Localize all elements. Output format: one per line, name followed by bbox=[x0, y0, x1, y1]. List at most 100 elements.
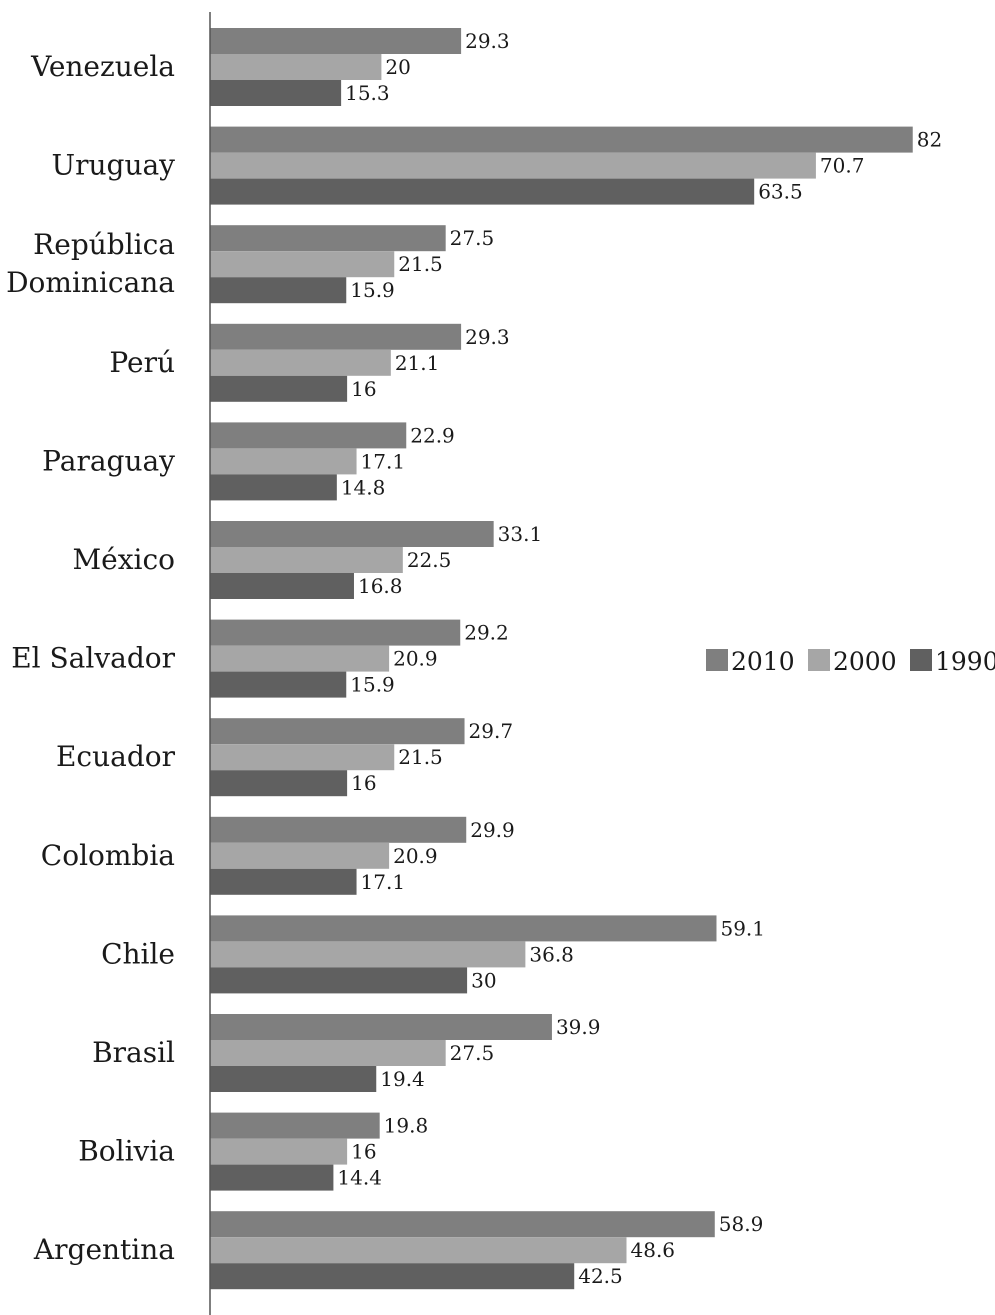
category-label-11: Bolivia bbox=[78, 1135, 175, 1168]
value-label-2000-11: 16 bbox=[351, 1140, 376, 1164]
value-label-2010-12: 58.9 bbox=[719, 1212, 764, 1236]
bar-2000-0 bbox=[210, 54, 382, 80]
value-label-2010-5: 33.1 bbox=[498, 522, 543, 546]
bar-2000-1 bbox=[210, 152, 816, 179]
value-label-2000-3: 21.1 bbox=[395, 351, 440, 375]
category-label-9: Chile bbox=[101, 937, 175, 970]
bar-2000-10 bbox=[210, 1040, 446, 1066]
bar-2010-5 bbox=[210, 521, 494, 547]
bar-1990-4 bbox=[210, 474, 337, 501]
bar-2010-10 bbox=[210, 1014, 552, 1040]
legend-swatch-2000 bbox=[808, 649, 830, 671]
value-label-2010-10: 39.9 bbox=[556, 1015, 601, 1039]
value-label-2010-6: 29.2 bbox=[464, 621, 509, 645]
bar-2000-11 bbox=[210, 1138, 348, 1165]
bar-1990-9 bbox=[210, 967, 468, 994]
value-label-2000-8: 20.9 bbox=[393, 844, 438, 868]
bar-2010-0 bbox=[210, 28, 462, 54]
value-label-2010-11: 19.8 bbox=[384, 1114, 429, 1138]
category-label-12: Argentina bbox=[33, 1233, 175, 1266]
bar-2010-12 bbox=[210, 1211, 715, 1238]
legend-label-1990: 1990 bbox=[935, 647, 995, 676]
category-label-6: El Salvador bbox=[11, 642, 175, 675]
bar-1990-6 bbox=[210, 671, 347, 698]
value-label-1990-6: 15.9 bbox=[350, 673, 395, 697]
value-labels-layer: 29.32015.38270.763.527.521.515.929.321.1… bbox=[337, 29, 942, 1288]
value-label-2000-1: 70.7 bbox=[820, 154, 865, 178]
bar-1990-2 bbox=[210, 277, 347, 304]
value-label-2000-6: 20.9 bbox=[393, 647, 438, 671]
value-label-1990-11: 14.4 bbox=[337, 1166, 382, 1190]
category-label-2: República Dominicana bbox=[6, 228, 175, 299]
legend-swatch-2010 bbox=[706, 649, 728, 671]
bar-2000-12 bbox=[210, 1237, 627, 1264]
bar-2010-9 bbox=[210, 915, 717, 942]
value-label-1990-9: 30 bbox=[471, 968, 496, 992]
value-label-1990-4: 14.8 bbox=[341, 475, 386, 499]
value-label-1990-3: 16 bbox=[351, 377, 376, 401]
value-label-2000-2: 21.5 bbox=[398, 252, 443, 276]
bar-2010-1 bbox=[210, 126, 913, 153]
bar-2010-8 bbox=[210, 816, 467, 843]
value-label-1990-8: 17.1 bbox=[361, 870, 406, 894]
bar-1990-10 bbox=[210, 1066, 377, 1092]
value-label-2010-0: 29.3 bbox=[465, 29, 510, 53]
bars-layer bbox=[210, 28, 913, 1290]
legend: 2010 2000 1990 bbox=[706, 647, 995, 676]
value-label-1990-2: 15.9 bbox=[350, 278, 395, 302]
bar-1990-0 bbox=[210, 80, 342, 106]
value-label-1990-10: 19.4 bbox=[380, 1067, 425, 1091]
value-label-2000-9: 36.8 bbox=[529, 942, 574, 966]
value-label-2010-9: 59.1 bbox=[720, 916, 765, 940]
bar-2000-6 bbox=[210, 645, 390, 672]
bar-2000-7 bbox=[210, 744, 395, 771]
value-label-2010-1: 82 bbox=[917, 128, 942, 152]
value-label-2010-3: 29.3 bbox=[465, 325, 510, 349]
bar-2010-4 bbox=[210, 422, 407, 449]
bar-2000-9 bbox=[210, 941, 526, 968]
category-label-7: Ecuador bbox=[56, 740, 176, 773]
legend-label-2010: 2010 bbox=[731, 647, 795, 676]
bar-2010-2 bbox=[210, 225, 446, 252]
bar-2010-3 bbox=[210, 323, 462, 350]
value-label-2010-8: 29.9 bbox=[470, 818, 515, 842]
legend-swatch-1990 bbox=[910, 649, 932, 671]
value-label-2010-7: 29.7 bbox=[469, 719, 514, 743]
category-label-0: Venezuela bbox=[30, 50, 175, 83]
value-label-2000-12: 48.6 bbox=[631, 1238, 676, 1262]
bar-2000-2 bbox=[210, 251, 395, 278]
value-label-1990-5: 16.8 bbox=[358, 574, 403, 598]
bar-2000-4 bbox=[210, 448, 357, 475]
value-label-1990-12: 42.5 bbox=[578, 1264, 623, 1288]
bar-2000-5 bbox=[210, 547, 403, 573]
value-label-1990-0: 15.3 bbox=[345, 81, 390, 105]
category-label-1: Uruguay bbox=[52, 149, 176, 182]
legend-label-2000: 2000 bbox=[833, 647, 897, 676]
bar-1990-7 bbox=[210, 770, 348, 797]
category-label-4: Paraguay bbox=[42, 444, 175, 477]
category-label-10: Brasil bbox=[92, 1036, 175, 1069]
bar-1990-12 bbox=[210, 1263, 575, 1290]
value-label-1990-7: 16 bbox=[351, 771, 376, 795]
value-label-2010-4: 22.9 bbox=[410, 423, 455, 447]
category-label-5: México bbox=[72, 543, 175, 576]
value-label-2000-10: 27.5 bbox=[450, 1041, 495, 1065]
bar-1990-1 bbox=[210, 178, 755, 205]
bar-2010-6 bbox=[210, 619, 461, 646]
bar-1990-5 bbox=[210, 573, 354, 599]
bar-1990-3 bbox=[210, 375, 348, 402]
bar-1990-8 bbox=[210, 868, 357, 895]
value-label-2000-7: 21.5 bbox=[398, 745, 443, 769]
bar-2010-11 bbox=[210, 1112, 380, 1139]
value-label-2000-4: 17.1 bbox=[361, 449, 406, 473]
bar-1990-11 bbox=[210, 1164, 334, 1191]
category-label-3: Perú bbox=[109, 346, 175, 379]
bar-2000-3 bbox=[210, 349, 391, 376]
value-label-2000-0: 20 bbox=[385, 55, 410, 79]
bar-2000-8 bbox=[210, 842, 390, 869]
bar-2010-7 bbox=[210, 718, 465, 745]
value-label-2000-5: 22.5 bbox=[407, 548, 452, 572]
category-label-8: Colombia bbox=[41, 839, 175, 872]
category-labels-layer: Venezuela Uruguay República Dominicana Perú P… bbox=[6, 50, 176, 1266]
